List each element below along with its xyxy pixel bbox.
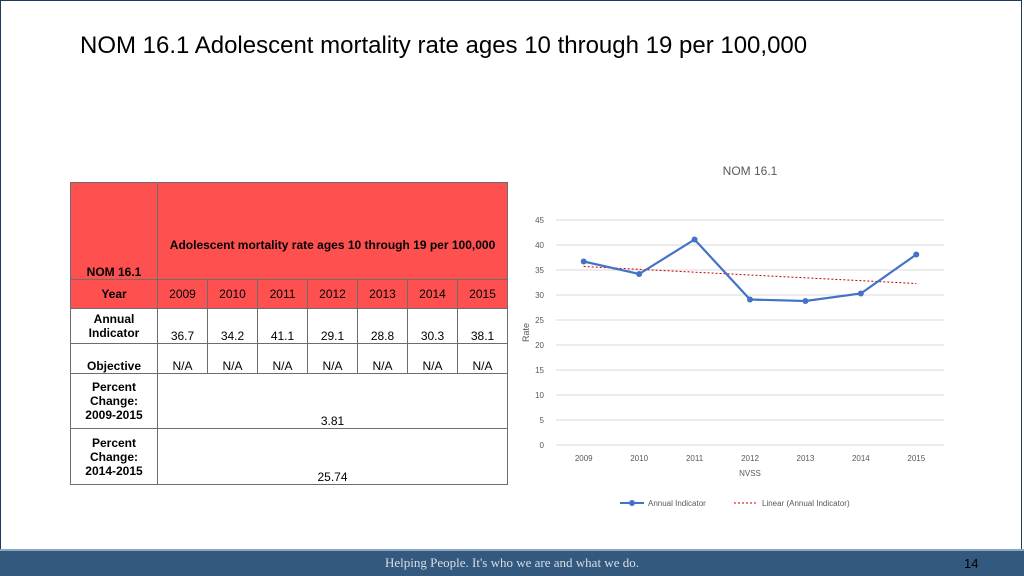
footer-bar — [0, 549, 1024, 576]
y-tick-label: 40 — [535, 241, 544, 250]
annual-cell: 41.1 — [257, 308, 308, 344]
year-cell: 2013 — [357, 279, 408, 309]
legend-label-series: Annual Indicator — [648, 499, 706, 508]
slide-title: NOM 16.1 Adolescent mortality rate ages … — [80, 32, 808, 59]
annual-cell: 34.2 — [207, 308, 258, 344]
page-number: 14 — [964, 556, 979, 571]
legend-marker-series — [629, 500, 635, 506]
objective-cell: N/A — [157, 343, 208, 374]
x-axis-label: NVSS — [739, 469, 761, 478]
table-row-pc2: Percent Change: 2014-2015 25.74 — [70, 428, 509, 485]
trend-line — [583, 266, 917, 284]
x-tick-label: 2012 — [741, 454, 759, 463]
chart-title: NOM 16.1 — [723, 164, 778, 178]
year-cell: 2011 — [257, 279, 308, 309]
annual-cell: 36.7 — [157, 308, 208, 344]
y-tick-label: 30 — [535, 291, 544, 300]
annual-cell: 30.3 — [407, 308, 458, 344]
data-point — [691, 236, 698, 243]
y-axis-label: Rate — [521, 323, 531, 342]
row-label-objective: Objective — [70, 343, 158, 374]
year-cell: 2010 — [207, 279, 258, 309]
year-cell: 2014 — [407, 279, 458, 309]
y-tick-label: 0 — [540, 441, 545, 450]
footer-tagline: Helping People. It's who we are and what… — [385, 555, 639, 570]
y-tick-label: 45 — [535, 216, 544, 225]
table-header-row: NOM 16.1 Adolescent mortality rate ages … — [70, 182, 509, 280]
table-row-objective: Objective N/A N/A N/A N/A N/A N/A N/A — [70, 343, 509, 374]
table-row-annual: Annual Indicator 36.7 34.2 41.1 29.1 28.… — [70, 308, 509, 344]
annual-cell: 29.1 — [307, 308, 358, 344]
annual-cell: 38.1 — [456, 308, 509, 344]
annual-cell: 28.8 — [357, 308, 408, 344]
y-tick-label: 20 — [535, 341, 544, 350]
year-cell: 2012 — [307, 279, 358, 309]
data-point — [636, 271, 643, 277]
x-tick-label: 2013 — [797, 454, 815, 463]
pc2-value: 25.74 — [156, 428, 509, 485]
x-tick-label: 2014 — [852, 454, 870, 463]
x-tick-label: 2015 — [907, 454, 925, 463]
x-tick-label: 2010 — [630, 454, 648, 463]
data-point — [580, 258, 587, 265]
row-label-pc2: Percent Change: 2014-2015 — [70, 428, 158, 485]
y-tick-label: 10 — [535, 391, 544, 400]
objective-cell: N/A — [357, 343, 408, 374]
year-cell: 2015 — [456, 279, 509, 309]
y-tick-label: 5 — [540, 416, 545, 425]
objective-cell: N/A — [257, 343, 308, 374]
y-tick-label: 15 — [535, 366, 544, 375]
line-chart: NOM 16.1 0 5 10 15 20 25 30 35 40 45 2009 2010 2011 20… — [521, 164, 944, 508]
row-label-annual: Annual Indicator — [70, 308, 158, 344]
x-tick-label: 2009 — [575, 454, 593, 463]
y-tick-label: 25 — [535, 316, 544, 325]
x-tick-label: 2011 — [686, 454, 704, 463]
table-row-year: Year 2009 2010 2011 2012 2013 2014 2015 — [70, 279, 509, 309]
pc1-value: 3.81 — [156, 373, 509, 429]
table-row-pc1: Percent Change: 2009-2015 3.81 — [70, 373, 509, 429]
objective-cell: N/A — [456, 343, 509, 374]
y-tick-label: 35 — [535, 266, 544, 275]
objective-cell: N/A — [307, 343, 358, 374]
table-header: Adolescent mortality rate ages 10 throug… — [156, 182, 509, 280]
legend-label-trend: Linear (Annual Indicator) — [762, 499, 850, 508]
year-cell: 2009 — [157, 279, 208, 309]
row-label-pc1: Percent Change: 2009-2015 — [70, 373, 158, 429]
data-point — [857, 290, 864, 297]
table-corner: NOM 16.1 — [70, 182, 158, 280]
nom-table: NOM 16.1 Adolescent mortality rate ages … — [70, 182, 509, 485]
data-point — [802, 298, 809, 304]
data-point — [913, 251, 920, 258]
row-label-year: Year — [70, 279, 158, 309]
data-point — [747, 296, 753, 303]
objective-cell: N/A — [207, 343, 258, 374]
objective-cell: N/A — [407, 343, 458, 374]
